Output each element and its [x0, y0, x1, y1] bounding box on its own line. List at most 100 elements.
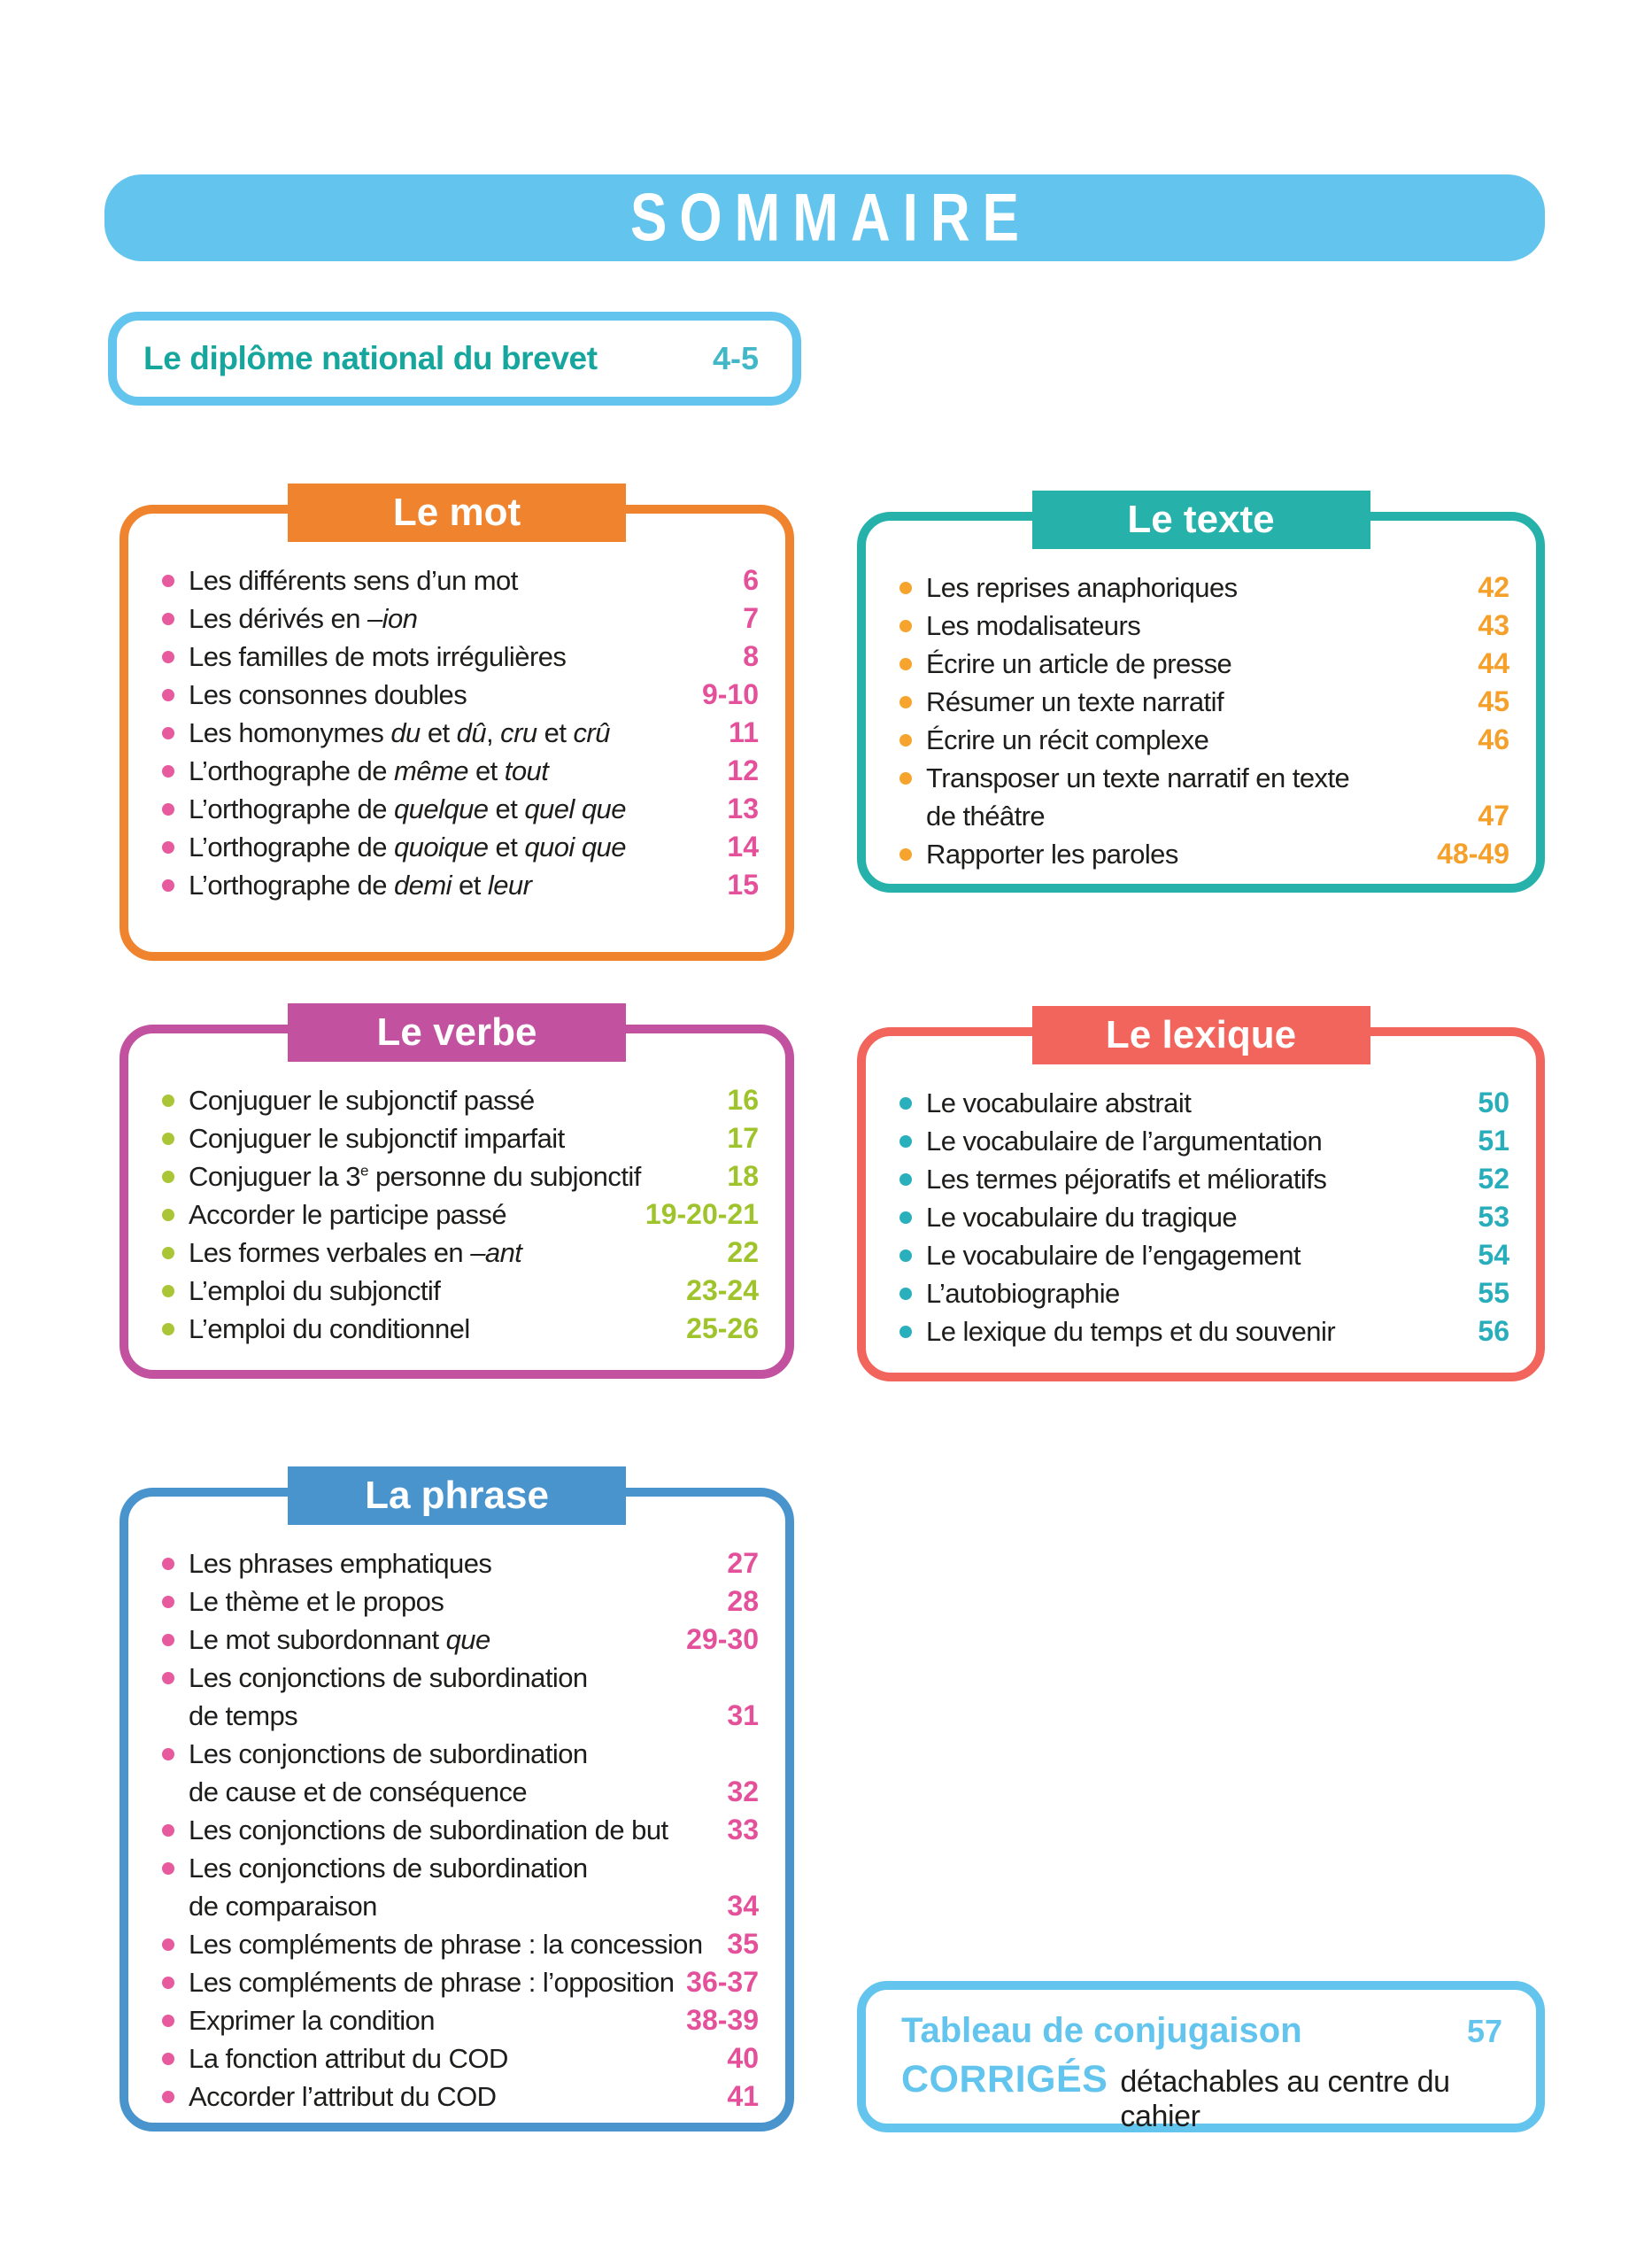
toc-item-page: 55 [1478, 1277, 1509, 1309]
section-la-phrase: La phrase Les phrases emphatiques 27 Le th… [120, 1466, 794, 2132]
toc-item-label: Accorder le participe passé [189, 1199, 507, 1230]
toc-item-page: 38-39 [686, 2004, 759, 2036]
toc-item: Écrire un récit complexe 46 [899, 721, 1509, 759]
toc-item-page: 31 [727, 1699, 759, 1731]
toc-item-page: 19-20-21 [645, 1198, 759, 1230]
toc-item-label: L’orthographe de même et tout [189, 755, 549, 786]
toc-item: Les conjonctions de subordination de caus… [162, 1735, 759, 1811]
toc-item-page: 45 [1478, 685, 1509, 717]
toc-item-page: 28 [727, 1585, 759, 1617]
toc-item-page: 41 [727, 2080, 759, 2112]
toc-item: L’emploi du conditionnel 25-26 [162, 1310, 759, 1348]
toc-item-label: Le vocabulaire abstrait [926, 1087, 1192, 1118]
section-le-mot: Le mot Les différents sens d’un mot 6 Les … [120, 484, 794, 961]
toc-item-label: L’autobiographie [926, 1278, 1120, 1309]
toc-item-label: Les conjonctions de subordination de but [189, 1814, 668, 1845]
toc-item-page: 32 [727, 1776, 759, 1807]
bullet-icon [162, 1977, 174, 1989]
toc-item-label: Les compléments de phrase : l’opposition [189, 1967, 675, 1998]
intro-label: Le diplôme national du brevet [143, 340, 598, 376]
toc-item: Les consonnes doubles 9-10 [162, 676, 759, 714]
toc-item-label: Exprimer la condition [189, 2005, 435, 2036]
toc-item-label: Conjuguer la 3e personne du subjonctif [189, 1161, 641, 1192]
toc-item-label: Le vocabulaire de l’engagement [926, 1240, 1301, 1271]
toc-item: L’orthographe de quelque et quel que 13 [162, 790, 759, 828]
toc-item: Le vocabulaire du tragique 53 [899, 1198, 1509, 1236]
toc-item-label: Les familles de mots irrégulières [189, 641, 567, 672]
toc-item-page: 11 [729, 716, 759, 748]
toc-item-label: Les conjonctions de subordination de comp… [189, 1853, 588, 1922]
toc-item: Les reprises anaphoriques 42 [899, 569, 1509, 607]
page-title-banner: SOMMAIRE [104, 174, 1545, 261]
toc-item-label: Conjuguer le subjonctif passé [189, 1085, 535, 1116]
toc-item-label: Les homonymes du et dû, cru et crû [189, 717, 610, 748]
bullet-icon [162, 613, 174, 625]
toc-item-label: Le vocabulaire de l’argumentation [926, 1126, 1323, 1157]
corriges-description: détachables au centre du cahier [1120, 2065, 1450, 2133]
toc-item: Le thème et le propos 28 [162, 1582, 759, 1621]
corriges-label: CORRIGÉS [901, 2058, 1108, 2101]
bullet-icon [162, 1171, 174, 1183]
bullet-icon [899, 620, 912, 632]
toc-item: Résumer un texte narratif 45 [899, 683, 1509, 721]
toc-item-page: 13 [727, 793, 759, 824]
toc-item-label: Le lexique du temps et du souvenir [926, 1316, 1336, 1347]
toc-item: Les conjonctions de subordination de comp… [162, 1849, 759, 1925]
toc-item: Les dérivés en –ion 7 [162, 600, 759, 638]
bullet-icon [162, 1634, 174, 1646]
bullet-icon [162, 1558, 174, 1570]
toc-item: Les conjonctions de subordination de but… [162, 1811, 759, 1849]
bullet-icon [162, 575, 174, 587]
toc-item: L’orthographe de même et tout 12 [162, 752, 759, 790]
toc-item-label: Le vocabulaire du tragique [926, 1202, 1238, 1233]
toc-item: Les formes verbales en –ant 22 [162, 1234, 759, 1272]
bullet-icon [162, 1672, 174, 1684]
toc-item: Les conjonctions de subordination de temp… [162, 1659, 759, 1735]
section-header-tab: Le lexique [1031, 1006, 1370, 1064]
bullet-icon [162, 1209, 174, 1221]
toc-item-page: 52 [1478, 1163, 1509, 1195]
toc-item-label: Les termes péjoratifs et mélioratifs [926, 1164, 1327, 1195]
toc-item-label: Accorder l’attribut du COD [189, 2081, 497, 2112]
section-header-tab: Le texte [1031, 491, 1370, 549]
toc-item-label: Les compléments de phrase : la concessio… [189, 1929, 703, 1960]
section-header-tab: Le mot [288, 484, 626, 542]
bullet-icon [899, 1097, 912, 1110]
section-le-lexique: Le lexique Le vocabulaire abstrait 50 Le v… [857, 1006, 1545, 1381]
toc-item-page: 29-30 [686, 1623, 759, 1655]
bullet-icon [162, 1247, 174, 1259]
toc-item: Rapporter les paroles 48-49 [899, 835, 1509, 873]
toc-item-label: L’emploi du conditionnel [189, 1313, 470, 1344]
toc-item-label: Le mot subordonnant que [189, 1624, 490, 1655]
tableau-label: Tableau de conjugaison [901, 2011, 1302, 2050]
toc-item-label: Résumer un texte narratif [926, 686, 1224, 717]
bullet-icon [162, 765, 174, 778]
toc-item-page: 12 [727, 754, 759, 786]
bullet-icon [899, 1288, 912, 1300]
toc-item-page: 44 [1478, 647, 1509, 679]
section-header-tab: Le verbe [288, 1003, 626, 1062]
toc-item-page: 8 [743, 640, 759, 672]
toc-item-label: Les différents sens d’un mot [189, 565, 518, 596]
toc-item: Le vocabulaire de l’argumentation 51 [899, 1122, 1509, 1160]
toc-item-label: Les phrases emphatiques [189, 1548, 492, 1579]
toc-item-label: Transposer un texte narratif en texte de … [926, 762, 1350, 832]
section-items: Les différents sens d’un mot 6 Les dérivés… [128, 514, 785, 904]
toc-item-label: Les modalisateurs [926, 610, 1141, 641]
toc-item: Les modalisateurs 43 [899, 607, 1509, 645]
toc-item: Le vocabulaire abstrait 50 [899, 1084, 1509, 1122]
bullet-icon [162, 1133, 174, 1145]
section-title: Le lexique [1105, 1013, 1297, 1056]
toc-item: Transposer un texte narratif en texte de … [899, 759, 1509, 835]
bullet-icon [162, 1748, 174, 1760]
toc-item: Les termes péjoratifs et mélioratifs 52 [899, 1160, 1509, 1198]
bullet-icon [162, 1285, 174, 1297]
corriges-line: CORRIGÉS détachables au centre du cahier [901, 2058, 1502, 2134]
toc-item: Le vocabulaire de l’engagement 54 [899, 1236, 1509, 1274]
bullet-icon [899, 582, 912, 594]
bullet-icon [162, 1824, 174, 1837]
page-title: SOMMAIRE [630, 180, 1031, 256]
toc-item: Conjuguer le subjonctif passé 16 [162, 1081, 759, 1119]
toc-item-page: 43 [1478, 609, 1509, 641]
bullet-icon [162, 727, 174, 739]
